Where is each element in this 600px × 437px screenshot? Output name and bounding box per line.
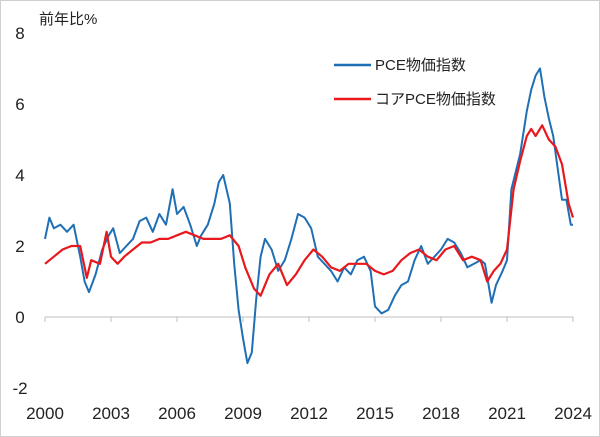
x-tick-label: 2021	[488, 404, 526, 423]
legend-label-core-pce: コアPCE物価指数	[375, 91, 496, 108]
series-line-core-pce	[44, 124, 575, 297]
series-layer	[44, 67, 575, 365]
y-tick-label: 2	[15, 237, 24, 256]
y-tick-label: 6	[15, 95, 24, 114]
y-tick-label: 4	[15, 166, 24, 185]
y-tick-label: -2	[12, 379, 27, 398]
legend-label-pce: PCE物価指数	[375, 57, 466, 74]
x-tick-label: 2006	[158, 404, 196, 423]
series-line-pce	[44, 67, 573, 365]
y-tick-label: 8	[15, 24, 24, 43]
y-tick-label: 0	[15, 308, 24, 327]
x-tick-label: 2012	[290, 404, 328, 423]
x-tick-label: 2024	[554, 404, 592, 423]
x-tick-label: 2015	[356, 404, 394, 423]
x-tick-label: 2000	[26, 404, 64, 423]
x-tick-label: 2018	[422, 404, 460, 423]
x-tick-label: 2009	[224, 404, 262, 423]
y-axis-unit-label: 前年比%	[39, 11, 97, 28]
x-tick-label: 2003	[92, 404, 130, 423]
axes: -2 0 2 4 6 8 2000 2003 2006 2009 2012 2015 2018 2021 2…	[12, 24, 591, 423]
